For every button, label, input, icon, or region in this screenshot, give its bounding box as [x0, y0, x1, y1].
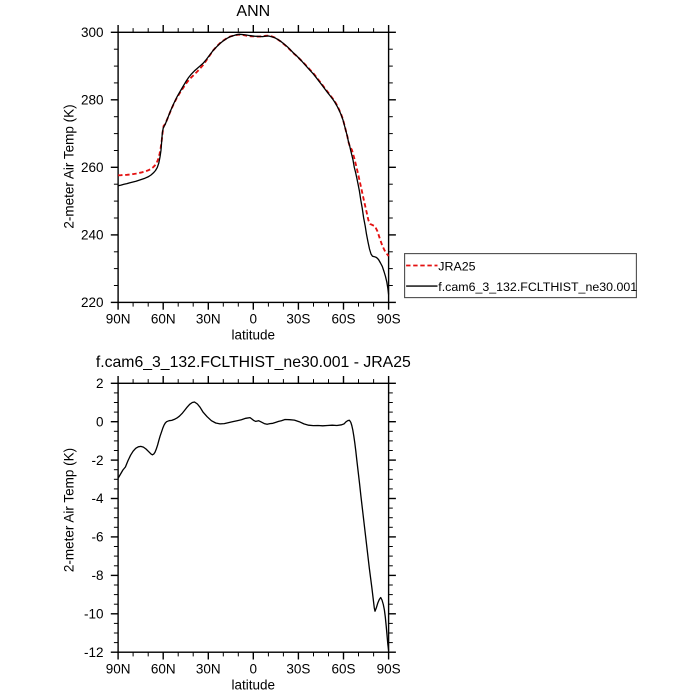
svg-text:90N: 90N [106, 312, 131, 327]
svg-text:f.cam6_3_132.FCLTHIST_ne30.001: f.cam6_3_132.FCLTHIST_ne30.001 - JRA25 [96, 354, 411, 371]
svg-text:30S: 30S [286, 662, 310, 677]
svg-text:240: 240 [81, 228, 104, 243]
svg-text:0: 0 [96, 414, 104, 429]
svg-text:60N: 60N [151, 312, 176, 327]
svg-text:0: 0 [250, 662, 258, 677]
svg-text:2-meter Air Temp (K): 2-meter Air Temp (K) [62, 104, 77, 228]
svg-text:2: 2 [96, 376, 104, 391]
svg-text:30N: 30N [196, 662, 221, 677]
svg-text:-12: -12 [84, 645, 104, 660]
svg-text:2-meter Air Temp (K): 2-meter Air Temp (K) [62, 448, 77, 572]
svg-text:-6: -6 [91, 530, 103, 545]
svg-text:300: 300 [81, 25, 104, 40]
svg-text:90S: 90S [377, 662, 401, 677]
svg-text:30N: 30N [196, 312, 221, 327]
svg-text:ANN: ANN [236, 3, 270, 20]
svg-text:latitude: latitude [232, 677, 276, 692]
svg-text:f.cam6_3_132.FCLTHIST_ne30.001: f.cam6_3_132.FCLTHIST_ne30.001 [438, 280, 637, 294]
svg-text:220: 220 [81, 295, 104, 310]
svg-text:30S: 30S [286, 312, 310, 327]
svg-text:60S: 60S [331, 662, 355, 677]
svg-text:latitude: latitude [232, 328, 276, 343]
svg-text:260: 260 [81, 160, 104, 175]
svg-text:JRA25: JRA25 [438, 260, 475, 274]
svg-text:280: 280 [81, 93, 104, 108]
svg-text:0: 0 [250, 312, 258, 327]
svg-text:60N: 60N [151, 662, 176, 677]
svg-text:90S: 90S [377, 312, 401, 327]
svg-text:60S: 60S [331, 312, 355, 327]
svg-text:-2: -2 [91, 453, 103, 468]
svg-text:-4: -4 [91, 491, 103, 506]
svg-text:90N: 90N [106, 662, 131, 677]
svg-text:-8: -8 [91, 568, 103, 583]
svg-text:-10: -10 [84, 607, 104, 622]
